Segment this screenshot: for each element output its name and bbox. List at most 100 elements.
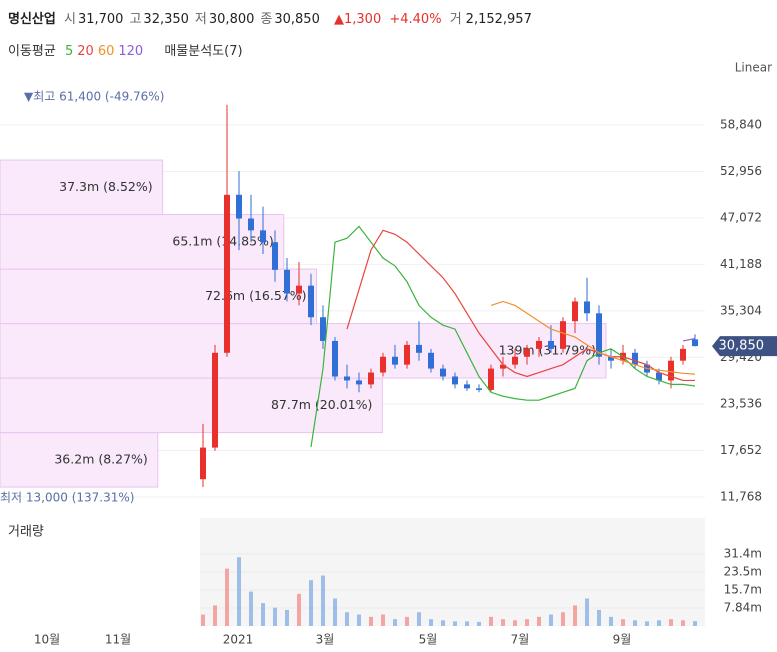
volume-tick-label: 15.7m bbox=[724, 583, 762, 597]
candle-body bbox=[416, 344, 422, 353]
volume-bar bbox=[201, 614, 205, 626]
y-tick-label: 47,072 bbox=[720, 210, 762, 224]
candle-body bbox=[260, 230, 266, 243]
ma-title: 이동평균 bbox=[8, 44, 56, 59]
volume-bar bbox=[333, 598, 337, 626]
volume-bar bbox=[513, 620, 517, 626]
candle-body bbox=[356, 380, 362, 385]
candle-body bbox=[428, 352, 434, 369]
candle-body bbox=[572, 301, 578, 322]
max-note: ▼최고 61,400 (-49.76%) bbox=[24, 90, 164, 104]
profile-title: 매물분석도(7) bbox=[164, 44, 243, 59]
volume-bar bbox=[369, 616, 373, 626]
volume-bar bbox=[633, 620, 637, 626]
volume-bar bbox=[297, 593, 301, 626]
y-tick-label: 58,840 bbox=[720, 117, 762, 131]
volume-bar bbox=[249, 591, 253, 626]
y-tick-label: 23,536 bbox=[720, 396, 762, 410]
candle-body bbox=[500, 364, 506, 369]
profile-label: 37.3m (8.52%) bbox=[59, 179, 152, 194]
volume-bar bbox=[309, 580, 313, 626]
header: 명신산업 시 31,700 고 32,350 저 30,800 종 30,850 ▲1,300… bbox=[8, 8, 536, 27]
y-tick-label: 41,188 bbox=[720, 257, 762, 271]
volume-bar bbox=[393, 619, 397, 626]
field-value: 32,350 bbox=[143, 12, 189, 27]
candle-body bbox=[596, 313, 602, 357]
profile-bar bbox=[0, 214, 285, 270]
ma-line bbox=[490, 300, 696, 375]
field-label: 시 bbox=[63, 12, 76, 27]
ma-entry: 60 bbox=[97, 44, 115, 59]
price-tag bbox=[712, 336, 777, 357]
candle-body bbox=[452, 376, 458, 385]
volume-bar bbox=[357, 614, 361, 626]
ma-line bbox=[346, 229, 695, 382]
field-value: 30,850 bbox=[274, 12, 320, 27]
volume-bar bbox=[321, 575, 325, 626]
candle-body bbox=[536, 340, 542, 349]
volume-bar bbox=[525, 619, 529, 626]
x-tick-label: 2021 bbox=[223, 633, 254, 647]
candle-body bbox=[560, 321, 566, 349]
fields: 시 31,700 고 32,350 저 30,800 종 30,850 bbox=[64, 12, 326, 27]
volume-bar bbox=[417, 612, 421, 626]
candle-body bbox=[524, 348, 530, 357]
candle-body bbox=[392, 356, 398, 365]
candle-body bbox=[692, 339, 698, 347]
volume-bar bbox=[441, 620, 445, 626]
volume-bar bbox=[609, 616, 613, 626]
volume-bar bbox=[561, 612, 565, 626]
change: ▲1,300 bbox=[334, 12, 382, 27]
ma-entry: 120 bbox=[118, 44, 144, 59]
volume-bar bbox=[597, 609, 601, 626]
price-tag-label: 30,850 bbox=[719, 339, 765, 354]
candle-body bbox=[296, 285, 302, 294]
volume-bar bbox=[477, 621, 481, 626]
volume-title: 거래량 bbox=[8, 525, 44, 540]
candle-body bbox=[488, 368, 494, 390]
volume-bar bbox=[237, 557, 241, 626]
candle-body bbox=[248, 218, 254, 231]
volume-bar bbox=[429, 619, 433, 626]
profile-bar bbox=[0, 159, 164, 216]
volume: 2,152,957 bbox=[465, 12, 532, 27]
ma-list: 5 20 60 120 bbox=[65, 44, 147, 59]
y-tick-label: 35,304 bbox=[720, 303, 762, 317]
candle-body bbox=[464, 384, 470, 389]
candle-body bbox=[404, 344, 410, 365]
volume-bar bbox=[345, 612, 349, 626]
volume-bar bbox=[585, 598, 589, 626]
volume-bar bbox=[681, 620, 685, 626]
candle-body bbox=[380, 356, 386, 373]
candle-body bbox=[368, 372, 374, 385]
volume-bar bbox=[573, 605, 577, 626]
volume-bar bbox=[501, 619, 505, 626]
profile-bar bbox=[0, 377, 383, 434]
candle-body bbox=[476, 388, 482, 390]
field-label: 저 bbox=[194, 12, 207, 27]
volume-bar bbox=[693, 621, 697, 626]
volume-bar bbox=[405, 616, 409, 626]
x-tick-label: 11월 bbox=[105, 633, 131, 647]
volume-bar bbox=[465, 621, 469, 626]
candle-body bbox=[632, 352, 638, 365]
volume-bar bbox=[645, 621, 649, 626]
candle-body bbox=[212, 352, 218, 448]
candle-body bbox=[656, 372, 662, 381]
y-tick-label: 52,956 bbox=[720, 164, 762, 178]
change-pct: +4.40% bbox=[389, 12, 442, 27]
candle-body bbox=[608, 356, 614, 361]
volume-bar bbox=[537, 616, 541, 626]
volume-bar bbox=[549, 614, 553, 626]
legend: 이동평균 5 20 60 120 매물분석도(7) bbox=[8, 40, 248, 59]
candle-body bbox=[308, 285, 314, 318]
x-tick-label: 5월 bbox=[419, 633, 438, 647]
volume-tick-label: 7.84m bbox=[724, 601, 762, 615]
volume-tick-label: 31.4m bbox=[724, 547, 762, 561]
candle-body bbox=[344, 376, 350, 381]
profile-label: 36.2m (8.27%) bbox=[54, 451, 147, 466]
x-tick-label: 7월 bbox=[511, 633, 530, 647]
x-tick-label: 9월 bbox=[613, 633, 632, 647]
candle-body bbox=[284, 269, 290, 294]
